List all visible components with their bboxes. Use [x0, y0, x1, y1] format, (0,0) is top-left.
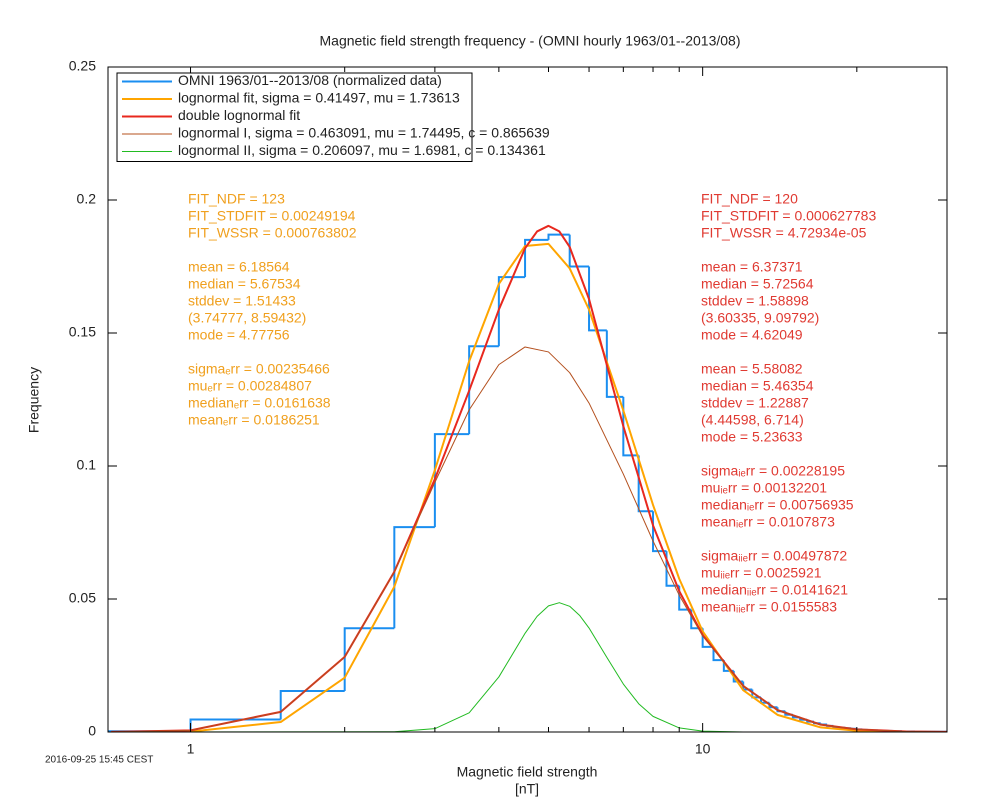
fit-annotation: mean = 5.58082 — [701, 361, 803, 377]
y-axis-label: Frequency — [26, 367, 42, 433]
fit-annotation: FIT_NDF = 120 — [701, 191, 798, 207]
fit-annotation: mean = 6.18564 — [188, 259, 290, 275]
histogram-step — [343, 627, 395, 692]
fit-annotation: muₑrr = 0.00284807 — [188, 378, 312, 394]
fit-annotation: medianₑrr = 0.0161638 — [188, 395, 331, 411]
timestamp: 2016-09-25 15:45 CEST — [45, 755, 153, 766]
y-tick-label: 0.2 — [77, 191, 97, 207]
legend-label: double lognormal fit — [178, 107, 300, 123]
fit-annotation: muᵢᵢₑrr = 0.0025921 — [701, 565, 822, 581]
y-tick-label: 0.25 — [69, 58, 96, 74]
fit-curve — [111, 602, 947, 732]
fit-annotation: stddev = 1.58898 — [701, 293, 809, 309]
fit-annotation: mode = 4.77756 — [188, 327, 290, 343]
legend-label: lognormal II, sigma = 0.206097, mu = 1.6… — [178, 142, 546, 158]
fit-annotation: median = 5.72564 — [701, 276, 814, 292]
fit-annotation: sigmaₑrr = 0.00235466 — [188, 361, 330, 377]
fit-annotation: medianᵢₑrr = 0.00756935 — [701, 497, 854, 513]
fit-annotation: sigmaᵢₑrr = 0.00228195 — [701, 463, 845, 479]
fit-annotation: mode = 5.23633 — [701, 429, 803, 445]
fit-annotation: sigmaᵢᵢₑrr = 0.00497872 — [701, 548, 847, 564]
fit-annotation: (3.60335, 9.09792) — [701, 310, 819, 326]
histogram-step — [622, 396, 639, 457]
fit-annotation: meanᵢᵢₑrr = 0.0155583 — [701, 599, 837, 615]
fit-annotation: muᵢₑrr = 0.00132201 — [701, 480, 827, 496]
fit-annotation: meanᵢₑrr = 0.0107873 — [701, 514, 835, 530]
legend-box — [116, 72, 473, 162]
histogram-step — [279, 690, 345, 720]
fit-curve — [111, 346, 947, 732]
fit-annotation: median = 5.46354 — [701, 378, 814, 394]
x-tick-label: 10 — [695, 741, 711, 757]
histogram-step — [524, 238, 549, 278]
y-tick-label: 0.1 — [77, 457, 97, 473]
y-tick-label: 0 — [88, 723, 96, 739]
fit-annotation: FIT_STDFIT = 0.00249194 — [188, 208, 356, 224]
y-tick-label: 0.15 — [69, 324, 96, 340]
y-tick-label: 0.05 — [69, 590, 96, 606]
x-axis-unit: [nT] — [515, 781, 539, 797]
fit-annotation: medianᵢᵢₑrr = 0.0141621 — [701, 582, 848, 598]
fit-annotation: stddev = 1.22887 — [701, 395, 809, 411]
legend-label: lognormal fit, sigma = 0.41497, mu = 1.7… — [178, 90, 460, 106]
fit-annotation: (4.44598, 6.714) — [701, 412, 804, 428]
fit-annotation: FIT_WSSR = 4.72934e-05 — [701, 225, 867, 241]
histogram-step — [588, 266, 607, 332]
chart-title: Magnetic field strength frequency - (OMN… — [320, 33, 741, 49]
plot-area — [108, 224, 947, 732]
fit-annotation: median = 5.67534 — [188, 276, 301, 292]
fit-annotation: FIT_STDFIT = 0.000627783 — [701, 208, 876, 224]
fit-curve — [111, 242, 947, 732]
histogram-step — [393, 526, 435, 629]
fit-annotation: stddev = 1.51433 — [188, 293, 296, 309]
fit-annotation: (3.74777, 8.59432) — [188, 310, 306, 326]
x-tick-label: 1 — [187, 741, 195, 757]
fit-annotation: FIT_WSSR = 0.000763802 — [188, 225, 357, 241]
legend-label: OMNI 1963/01--2013/08 (normalized data) — [178, 72, 442, 88]
fit-annotation: meanₑrr = 0.0186251 — [188, 412, 320, 428]
x-axis-label: Magnetic field strength — [457, 764, 598, 780]
histogram-step — [468, 345, 499, 435]
fit-annotation: mean = 6.37371 — [701, 259, 803, 275]
histogram-step — [712, 646, 724, 662]
plot-border — [107, 66, 948, 733]
fit-annotation: FIT_NDF = 123 — [188, 191, 285, 207]
legend-label: lognormal I, sigma = 0.463091, mu = 1.74… — [178, 125, 550, 141]
fit-annotation: mode = 4.62049 — [701, 327, 803, 343]
histogram-step — [497, 276, 526, 347]
